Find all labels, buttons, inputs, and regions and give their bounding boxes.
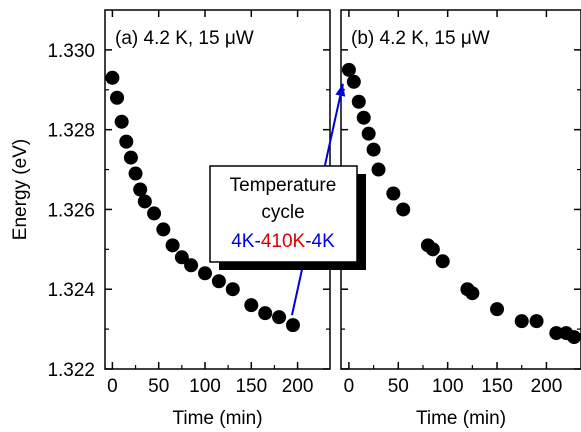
annotation-box: [209, 165, 358, 263]
data-point-a-4: [123, 150, 138, 165]
data-point-a-8: [147, 206, 162, 221]
y-axis-title: Energy (eV): [10, 139, 31, 240]
data-point-a-1: [110, 90, 125, 105]
annotation-4k-b: -4K: [305, 231, 335, 252]
y-tick-label-2: 1.326: [47, 200, 95, 221]
x-tick-label-a-0: 0: [107, 376, 118, 397]
data-point-a-12: [184, 258, 199, 273]
data-point-b-0: [341, 62, 356, 77]
data-point-b-5: [366, 142, 381, 157]
data-point-b-4: [361, 126, 376, 141]
data-point-a-9: [156, 222, 171, 237]
panel-b: (b) 4.2 K, 15 μW 0 50 100 150 200 Time (min): [340, 9, 581, 429]
data-point-a-0: [105, 70, 120, 85]
x-tick-label-b-4: 200: [531, 376, 563, 397]
x-tick-label-a-1: 50: [148, 376, 169, 397]
data-point-a-11: [174, 250, 189, 265]
data-point-b-11: [435, 254, 450, 269]
annotation-4k-a: 4K-: [231, 231, 261, 252]
annotation-410k: 410K: [261, 231, 306, 252]
temperature-cycle-annotation: Temperature cycle 4K-410K-4K: [209, 165, 366, 270]
y-tick-label-0: 1.322: [47, 360, 95, 381]
data-point-a-13: [198, 266, 212, 281]
data-point-b-8: [396, 202, 411, 217]
data-point-b-7: [386, 186, 401, 201]
y-tick-label-3: 1.328: [47, 121, 95, 142]
data-point-b-13: [465, 286, 480, 301]
x-tick-label-b-1: 50: [388, 376, 409, 397]
data-point-a-3: [119, 134, 134, 149]
data-point-a-17: [258, 306, 273, 321]
y-tick-label-4: 1.330: [47, 41, 95, 62]
data-point-b-17: [549, 326, 564, 341]
x-tick-label-a-2: 100: [189, 376, 221, 397]
data-point-a-7: [137, 194, 152, 209]
data-point-a-14: [211, 274, 226, 289]
panel-a: (a) 4.2 K, 15 μW 0 50 100 150 200 1.322 1.324 1.…: [10, 9, 331, 429]
data-point-b-6: [371, 162, 386, 177]
x-tick-label-b-0: 0: [344, 376, 355, 397]
data-point-a-16: [244, 298, 259, 313]
y-tick-label-1: 1.324: [47, 280, 95, 301]
x-tick-label-b-3: 150: [481, 376, 513, 397]
x-tick-label-b-2: 100: [432, 376, 464, 397]
panel-label-b: (b) 4.2 K, 15 μW: [351, 28, 490, 49]
data-point-a-15: [225, 282, 240, 297]
data-point-b-14: [490, 302, 505, 317]
data-point-b-10: [425, 242, 440, 257]
annotation-line3: 4K-410K-4K: [231, 231, 335, 252]
x-tick-label-a-3: 150: [235, 376, 267, 397]
data-point-b-1: [346, 74, 361, 89]
data-point-a-10: [165, 238, 180, 253]
annotation-line1: Temperature: [230, 175, 337, 196]
data-point-b-15: [514, 314, 529, 329]
data-point-b-19: [567, 330, 581, 345]
data-point-a-18: [272, 310, 287, 325]
data-point-b-2: [351, 94, 366, 109]
data-point-b-16: [529, 314, 544, 329]
data-point-a-19: [285, 318, 300, 333]
data-point-a-5: [128, 166, 143, 181]
x-axis-title-a: Time (min): [172, 408, 262, 429]
data-point-a-6: [133, 182, 148, 197]
annotation-line2: cycle: [261, 202, 304, 223]
x-axis-title-b: Time (min): [416, 408, 506, 429]
panel-label-a: (a) 4.2 K, 15 μW: [115, 28, 254, 49]
plot-frame-b: [340, 9, 581, 370]
data-point-a-2: [114, 114, 129, 129]
x-tick-label-a-4: 200: [282, 376, 314, 397]
data-point-b-3: [356, 110, 371, 125]
